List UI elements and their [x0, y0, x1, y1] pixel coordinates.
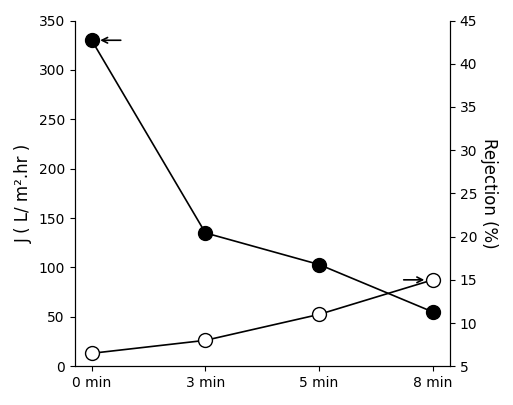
Y-axis label: J ( L/ m².hr ): J ( L/ m².hr ): [15, 144, 33, 243]
Y-axis label: Rejection (%): Rejection (%): [480, 138, 498, 249]
